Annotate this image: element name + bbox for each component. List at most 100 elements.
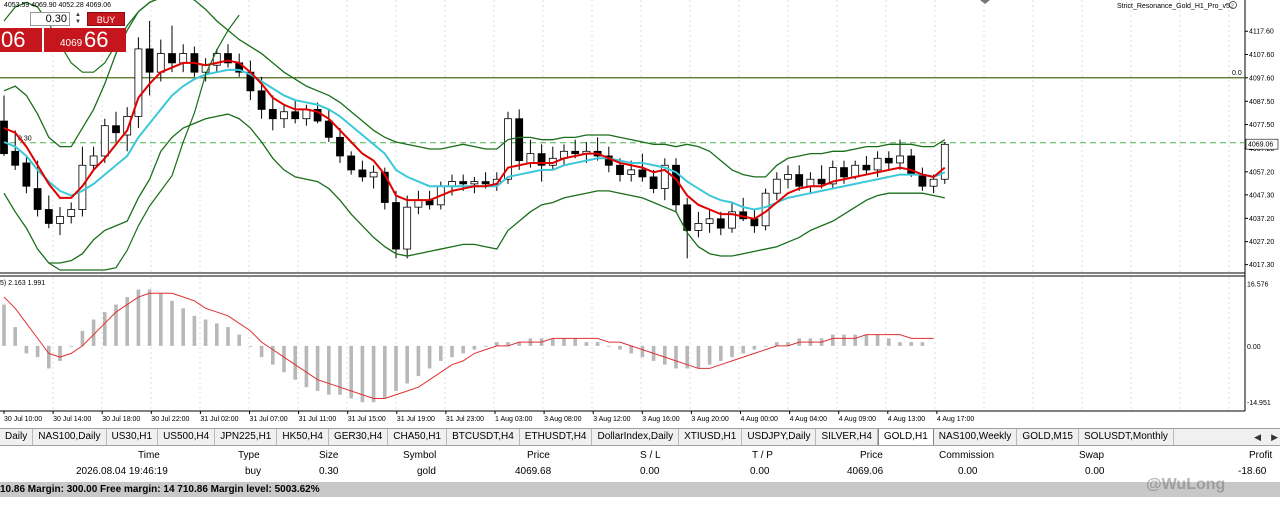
col-time[interactable]: Time bbox=[138, 450, 160, 461]
osc-bar bbox=[13, 327, 17, 346]
osc-bar bbox=[293, 345, 297, 380]
osc-bar bbox=[909, 342, 913, 346]
col-price2[interactable]: Price bbox=[860, 450, 883, 461]
tab-us500-h4[interactable]: US500,H4 bbox=[158, 429, 216, 445]
osc-bar bbox=[562, 338, 566, 346]
tab-daily[interactable]: Daily bbox=[0, 429, 34, 445]
time-label: 3 Aug 12:00 bbox=[593, 416, 630, 423]
tab-dollarindex-daily[interactable]: DollarIndex,Daily bbox=[592, 429, 680, 445]
tab-us30-h1[interactable]: US30,H1 bbox=[107, 429, 159, 445]
time-label: 31 Jul 23:00 bbox=[446, 416, 484, 423]
col-swap[interactable]: Swap bbox=[1079, 450, 1105, 461]
osc-bar bbox=[506, 342, 510, 346]
col-tp[interactable]: T / P bbox=[752, 450, 773, 461]
osc-bar bbox=[461, 345, 465, 354]
osc-bar bbox=[730, 345, 734, 358]
osc-bar bbox=[35, 345, 40, 358]
outer-band-lower bbox=[48, 14, 240, 271]
osc-bar bbox=[752, 345, 757, 350]
col-symbol[interactable]: Symbol bbox=[403, 450, 437, 461]
tab-scroll-left-icon[interactable]: ◀ bbox=[1254, 432, 1262, 442]
candle-body bbox=[470, 181, 479, 185]
candle-body bbox=[134, 48, 143, 117]
osc-bar bbox=[719, 345, 723, 361]
trade-table: Time Type Size Symbol Price S / L T / P … bbox=[0, 448, 1280, 482]
time-label: 4 Aug 13:00 bbox=[888, 416, 925, 423]
candle-body bbox=[504, 118, 512, 180]
tab-gold-h1[interactable]: GOLD,H1 bbox=[877, 429, 934, 445]
tab-xtiusd-h1[interactable]: XTIUSD,H1 bbox=[679, 429, 743, 445]
bollinger-lower bbox=[3, 113, 945, 264]
osc-bar bbox=[416, 345, 421, 376]
candle-body bbox=[212, 53, 221, 66]
tab-solusdt-monthly[interactable]: SOLUSDT,Monthly bbox=[1079, 429, 1174, 445]
candle-body bbox=[112, 125, 120, 134]
time-label: 4 Aug 17:00 bbox=[937, 416, 974, 423]
tab-hk50-h4[interactable]: HK50,H4 bbox=[277, 429, 329, 445]
price-chart[interactable]: 0.0 0.30 4117.60 4107.60 4097.60 4087.50 4077… bbox=[0, 0, 1280, 428]
candle-body bbox=[828, 167, 837, 185]
candle-body bbox=[168, 53, 176, 64]
price-label: 4047.30 bbox=[1249, 192, 1274, 199]
osc-bar bbox=[640, 345, 645, 358]
time-label: 31 Jul 02:00 bbox=[200, 416, 238, 423]
time-label: 3 Aug 16:00 bbox=[642, 416, 679, 423]
col-price[interactable]: Price bbox=[527, 450, 550, 461]
tab-scroll-right-icon[interactable]: ▶ bbox=[1271, 432, 1278, 442]
price-label: 4077.50 bbox=[1249, 122, 1274, 129]
col-commission[interactable]: Commission bbox=[939, 450, 995, 461]
osc-bar bbox=[696, 345, 701, 369]
osc-bar bbox=[271, 345, 275, 365]
candle-body bbox=[660, 164, 669, 189]
tab-usdjpy-daily[interactable]: USDJPY,Daily bbox=[742, 429, 817, 445]
tab-gold-m15[interactable]: GOLD,M15 bbox=[1017, 429, 1079, 445]
osc-bar bbox=[595, 342, 600, 346]
osc-bar bbox=[551, 338, 555, 346]
tab-jpn225-h1[interactable]: JPN225,H1 bbox=[215, 429, 278, 445]
chart-shift-icon[interactable] bbox=[980, 0, 990, 4]
time-axis: 30 Jul 10:00 30 Jul 14:00 30 Jul 18:00 30 J… bbox=[3, 411, 974, 423]
candle-body bbox=[862, 164, 871, 171]
tab-ethusdt-h4[interactable]: ETHUSDT,H4 bbox=[520, 429, 593, 445]
table-row[interactable]: 2026.08.04 19:46:19 buy 0.30 gold 4069.6… bbox=[0, 464, 1280, 480]
tab-nas100-weekly[interactable]: NAS100,Weekly bbox=[934, 429, 1018, 445]
lot-stepper[interactable]: ▲ ▼ bbox=[72, 12, 84, 26]
col-sl[interactable]: S / L bbox=[640, 450, 661, 461]
buy-price-box[interactable]: 4069 66 bbox=[44, 28, 126, 52]
col-profit[interactable]: Profit bbox=[1249, 450, 1273, 461]
tab-cha50-h1[interactable]: CHA50,H1 bbox=[388, 429, 448, 445]
candle-body bbox=[694, 223, 703, 231]
osc-bar bbox=[282, 345, 286, 373]
osc-bar bbox=[338, 345, 342, 395]
chevron-up-icon[interactable]: ▲ bbox=[75, 12, 81, 18]
col-size[interactable]: Size bbox=[319, 450, 339, 461]
tab-nas100-daily[interactable]: NAS100,Daily bbox=[33, 429, 107, 445]
candle-body bbox=[336, 136, 344, 157]
tab-silver-h4[interactable]: SILVER,H4 bbox=[816, 429, 878, 445]
candle-body bbox=[100, 125, 109, 157]
candle-body bbox=[851, 164, 860, 178]
time-label: 30 Jul 22:00 bbox=[151, 416, 189, 423]
candle-body bbox=[795, 174, 804, 187]
candle-body bbox=[123, 116, 132, 136]
buy-price-pips: 66 bbox=[84, 27, 109, 52]
candle-body bbox=[537, 153, 546, 166]
candle-body bbox=[291, 111, 300, 120]
candle-body bbox=[392, 202, 400, 250]
osc-bar bbox=[383, 345, 387, 399]
col-type[interactable]: Type bbox=[238, 450, 260, 461]
candle-body bbox=[750, 218, 759, 227]
table-header: Time Type Size Symbol Price S / L T / P … bbox=[0, 448, 1280, 465]
candle-body bbox=[728, 211, 736, 229]
lot-size-input[interactable] bbox=[30, 12, 70, 26]
buy-button[interactable]: BUY bbox=[87, 12, 125, 26]
sell-price-box[interactable]: 06 bbox=[0, 28, 42, 52]
osc-bar bbox=[304, 345, 309, 388]
indicator-settings-icon[interactable]: 2 bbox=[1229, 1, 1237, 10]
oscillator-label: 5) 2.163 1.991 bbox=[0, 280, 45, 287]
tab-ger30-h4[interactable]: GER30,H4 bbox=[329, 429, 389, 445]
chevron-down-icon[interactable]: ▼ bbox=[75, 19, 81, 25]
osc-bar bbox=[226, 327, 230, 346]
osc-bar bbox=[237, 334, 241, 346]
tab-btcusdt-h4[interactable]: BTCUSDT,H4 bbox=[447, 429, 520, 445]
